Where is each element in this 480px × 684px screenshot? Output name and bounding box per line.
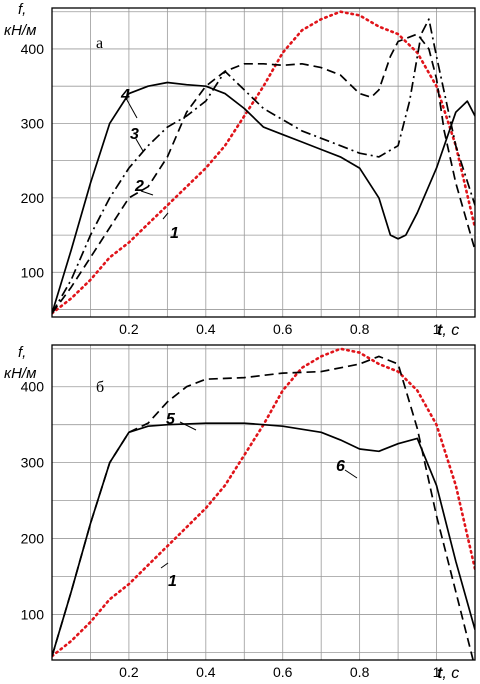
x-tick-label-a: 0.8	[350, 321, 370, 337]
curve-label-6: 6	[336, 458, 345, 475]
plot-frame-a	[51, 7, 476, 318]
series-line-5-b	[52, 355, 474, 660]
grid-b	[52, 345, 475, 660]
plot-frame-b	[51, 344, 476, 661]
x-tick-label-a: 0.6	[273, 321, 293, 337]
y-tick-label-a: 100	[21, 264, 45, 280]
curve-label-2: 2	[134, 178, 144, 195]
x-tick-label-a: 0.2	[119, 321, 139, 337]
series-line-1-a	[52, 10, 475, 315]
curve-label-1b: 1	[168, 573, 177, 590]
xlabel-var-b: t	[437, 665, 443, 682]
xlabel-unit-b: , с	[442, 665, 459, 682]
leader-1a	[162, 212, 169, 220]
curve-label-5: 5	[166, 411, 176, 428]
x-tick-label-b: 0.8	[350, 664, 370, 680]
xlabel-b: t, с	[437, 665, 459, 682]
leader-5	[179, 421, 197, 431]
grid-a	[52, 8, 475, 317]
x-tick-label-a: 0.4	[196, 321, 216, 337]
series-line-4-a	[52, 81, 475, 314]
annotations-a: 4 3 2 1	[120, 87, 179, 242]
panel-a: 0.2 0.4 0.6 0.8 1 100 200 300 400 f, кН/м t, с а…	[4, 1, 476, 339]
curve-label-1a: 1	[170, 225, 179, 242]
panel-b: 0.2 0.4 0.6 0.8 1 100 200 300 400 f, кН/м t, с б…	[4, 344, 476, 682]
x-tick-label-a: 1	[433, 321, 441, 337]
y-tick-label-a: 300	[21, 115, 45, 131]
leader-3	[135, 138, 144, 152]
x-tick-label-b: 0.2	[119, 664, 139, 680]
curve-label-3: 3	[130, 126, 139, 143]
curve-label-4: 4	[120, 87, 130, 104]
series-layer-a	[52, 10, 475, 315]
y-tick-label-a: 400	[21, 41, 45, 57]
panel-label-b: б	[96, 379, 104, 396]
y-tick-label-b: 400	[21, 379, 45, 395]
y-tick-label-b: 100	[21, 606, 45, 622]
leader-2	[140, 190, 154, 196]
series-line-2-a	[52, 33, 475, 314]
y-tick-label-b: 200	[21, 531, 45, 547]
y-tick-label-b: 300	[21, 455, 45, 471]
yunit-a: кН/м	[4, 22, 36, 39]
leader-6	[344, 469, 358, 479]
ylabel-a: f,	[18, 1, 26, 18]
yunit-b: кН/м	[4, 365, 36, 382]
xlabel-var-a: t	[437, 322, 443, 339]
series-line-6-b	[52, 422, 475, 657]
x-tick-label-b: 1	[433, 664, 441, 680]
series-line-1-b	[52, 347, 475, 658]
leader-1b	[160, 562, 169, 569]
ticks-b: 0.2 0.4 0.6 0.8 1 100 200 300 400	[21, 379, 441, 680]
x-tick-label-b: 0.6	[273, 664, 293, 680]
series-line-3-a	[52, 18, 475, 314]
panel-label-a: а	[96, 35, 103, 52]
x-tick-label-b: 0.4	[196, 664, 216, 680]
ylabel-b: f,	[18, 344, 26, 361]
xlabel-a: t, с	[437, 322, 459, 339]
ticks-a: 0.2 0.4 0.6 0.8 1 100 200 300 400	[21, 41, 441, 337]
annotations-b: 5 6 1	[160, 411, 358, 590]
series-layer-b	[52, 347, 475, 660]
y-tick-label-a: 200	[21, 190, 45, 206]
xlabel-unit-a: , с	[442, 322, 459, 339]
leader-4	[126, 99, 138, 119]
